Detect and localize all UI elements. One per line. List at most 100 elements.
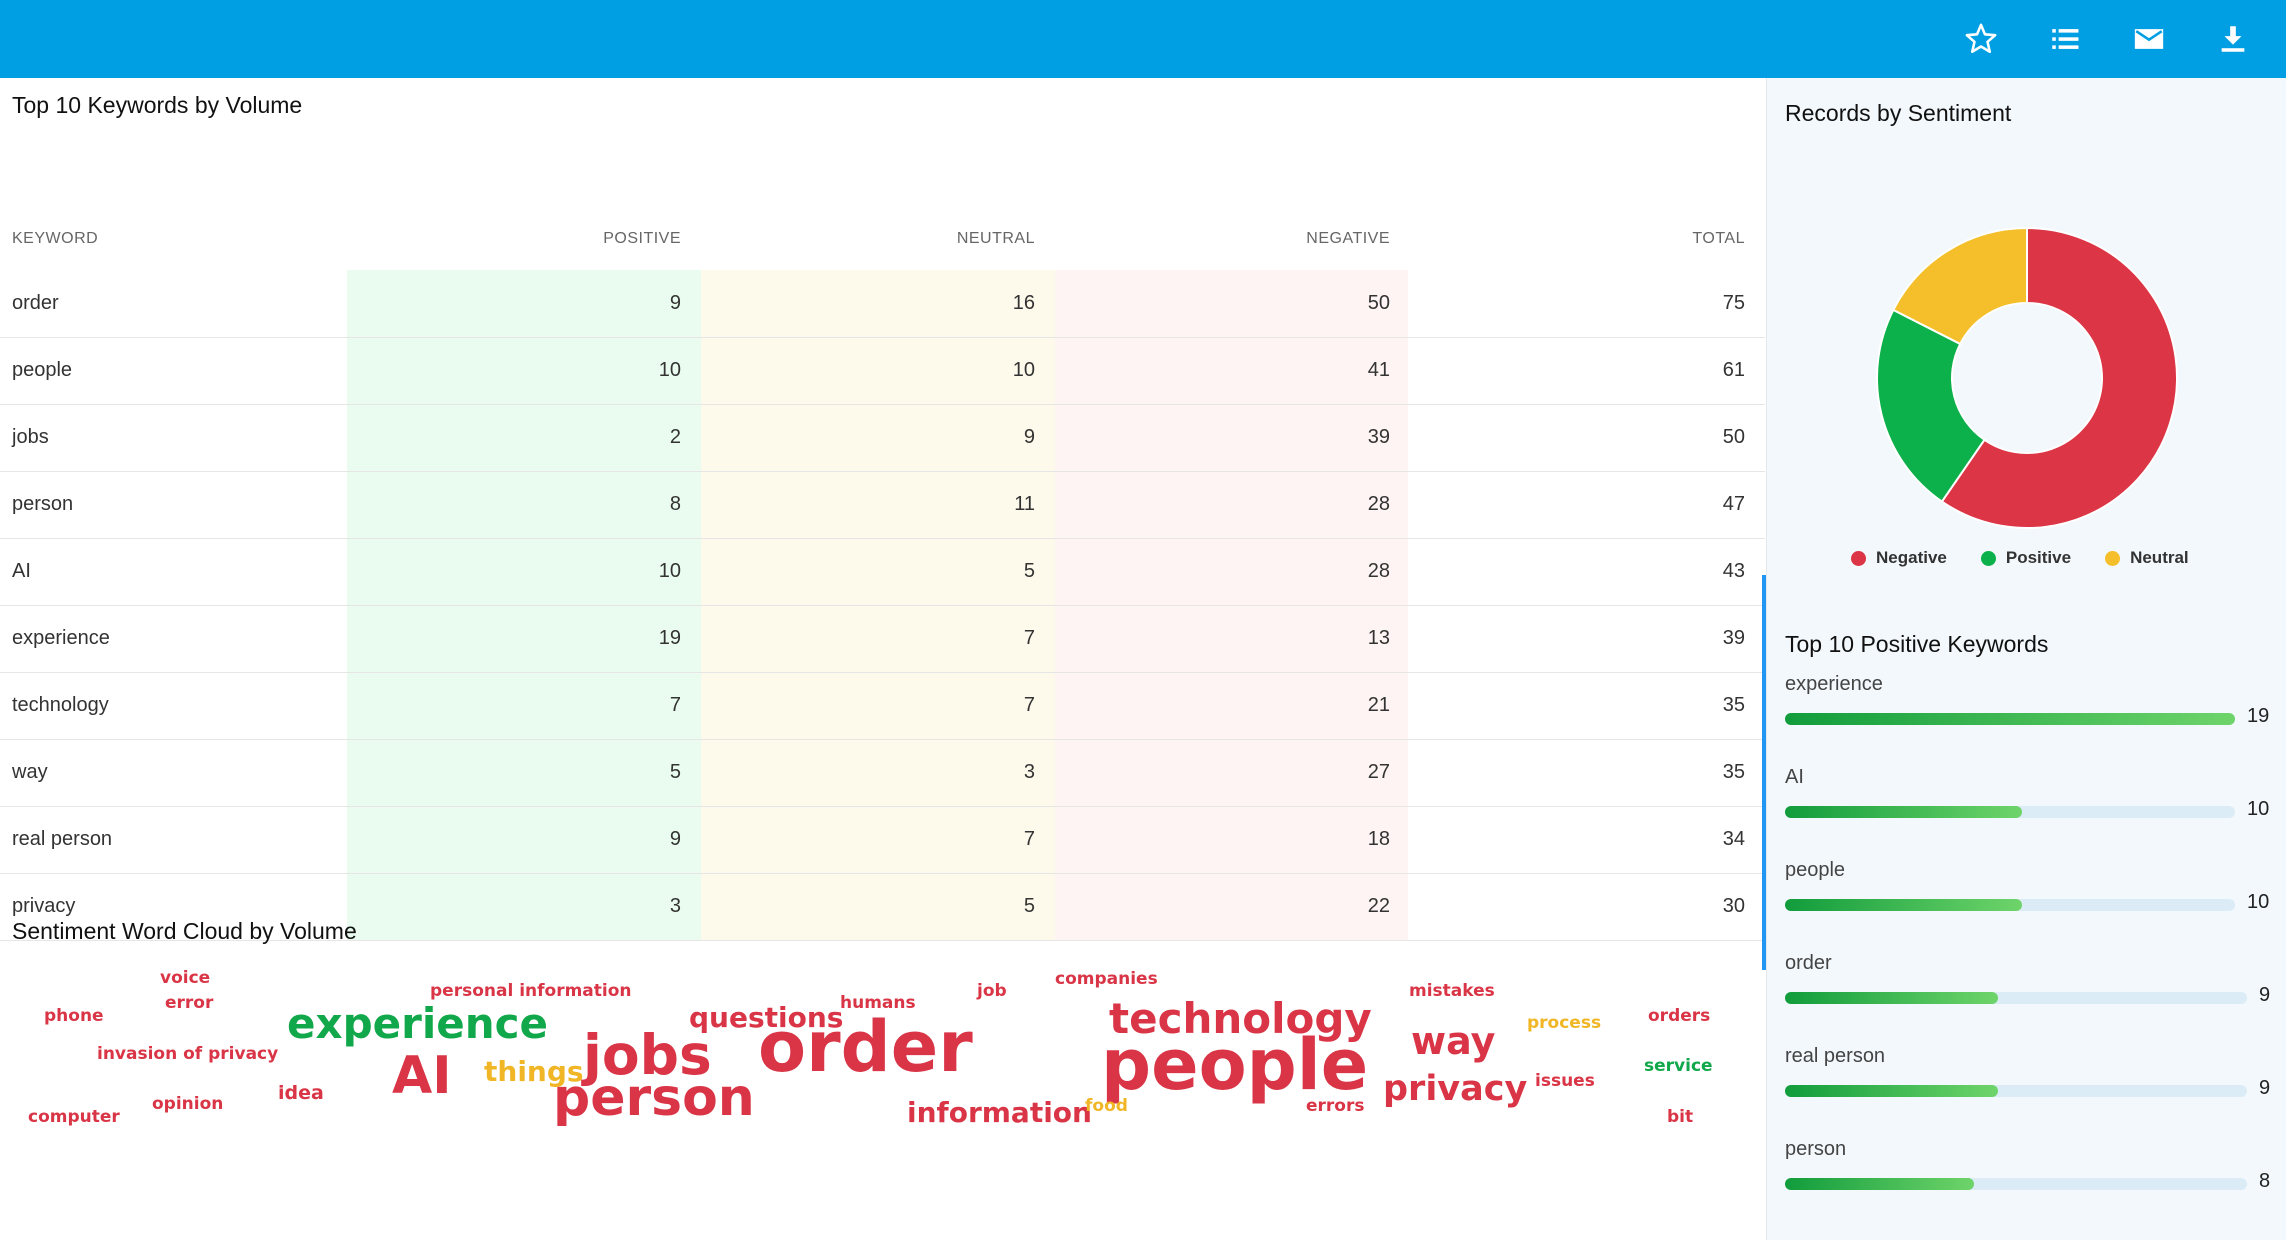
word-cloud-word[interactable]: errors [1306, 1096, 1365, 1116]
star-icon [1965, 23, 1997, 54]
header-positive[interactable]: POSITIVE [603, 230, 681, 247]
cell-keyword: person [0, 471, 347, 539]
word-cloud-word[interactable]: invasion of privacy [97, 1044, 279, 1064]
cell-total: 47 [1408, 471, 1765, 539]
table-row[interactable]: real person 9 7 18 34 [0, 806, 1765, 874]
word-cloud-word[interactable]: things [484, 1055, 584, 1088]
header-negative[interactable]: NEGATIVE [1306, 230, 1390, 247]
cell-keyword: technology [0, 672, 347, 740]
cell-negative: 28 [1055, 538, 1408, 606]
positive-keyword-value: 9 [2259, 1077, 2271, 1099]
word-cloud-word[interactable]: questions [689, 1001, 844, 1034]
word-cloud-word[interactable]: technology [1109, 994, 1372, 1043]
positive-keyword-bar [1785, 806, 2022, 818]
word-cloud-word[interactable]: issues [1535, 1071, 1595, 1091]
header-keyword[interactable]: KEYWORD [12, 230, 99, 247]
table-row[interactable]: technology 7 7 21 35 [0, 672, 1765, 740]
favorite-button[interactable] [1958, 16, 2004, 62]
table-header-row: KEYWORD POSITIVE NEUTRAL NEGATIVE TOTAL [0, 208, 1765, 270]
download-button[interactable] [2210, 16, 2256, 62]
word-cloud-word[interactable]: humans [840, 993, 916, 1013]
cell-neutral: 11 [701, 471, 1055, 539]
word-cloud-word[interactable]: error [165, 993, 214, 1013]
cell-neutral: 5 [701, 538, 1055, 606]
table-row[interactable]: privacy 3 5 22 30 [0, 873, 1765, 941]
word-cloud-word[interactable]: process [1527, 1013, 1602, 1033]
word-cloud-word[interactable]: orders [1648, 1006, 1711, 1026]
cell-keyword: real person [0, 806, 347, 874]
positive-keywords-bars: experience 19 AI 10 people 10 order 9 real perso… [1785, 673, 2275, 1231]
cell-total: 35 [1408, 672, 1765, 740]
table-row[interactable]: jobs 2 9 39 50 [0, 404, 1765, 472]
cell-total: 43 [1408, 538, 1765, 606]
word-cloud-word[interactable]: food [1085, 1096, 1128, 1116]
legend-dot [1851, 550, 1866, 566]
cell-total: 39 [1408, 605, 1765, 673]
cell-positive: 3 [347, 873, 701, 941]
keywords-table-title: Top 10 Keywords by Volume [12, 92, 303, 118]
positive-keyword-item[interactable]: real person 9 [1785, 1045, 2275, 1138]
cell-keyword: way [0, 739, 347, 807]
cell-keyword: privacy [0, 873, 347, 941]
word-cloud-word[interactable]: opinion [152, 1094, 224, 1114]
table-row[interactable]: AI 10 5 28 43 [0, 538, 1765, 606]
positive-keyword-track [1785, 1085, 2247, 1097]
donut-slice-positive[interactable] [1876, 308, 1986, 503]
table-row[interactable]: order 9 16 50 75 [0, 270, 1765, 338]
word-cloud-word[interactable]: job [977, 981, 1007, 1001]
table-row[interactable]: experience 19 7 13 39 [0, 605, 1765, 673]
positive-keywords-title: Top 10 Positive Keywords [1785, 631, 2049, 657]
word-cloud-word[interactable]: computer [28, 1107, 120, 1127]
positive-keyword-item[interactable]: people 10 [1785, 859, 2275, 952]
header-neutral[interactable]: NEUTRAL [956, 230, 1035, 247]
word-cloud-word[interactable]: person [553, 1068, 755, 1128]
positive-keyword-item[interactable]: AI 10 [1785, 766, 2275, 859]
table-row[interactable]: way 5 3 27 35 [0, 739, 1765, 807]
positive-keyword-track [1785, 806, 2235, 818]
word-cloud-word[interactable]: mistakes [1409, 981, 1495, 1001]
word-cloud-word[interactable]: service [1644, 1056, 1713, 1076]
word-cloud-word[interactable]: privacy [1383, 1069, 1528, 1109]
positive-keyword-item[interactable]: person 8 [1785, 1138, 2275, 1231]
legend-item-negative[interactable]: Negative [1851, 548, 1947, 568]
email-button[interactable] [2126, 16, 2172, 62]
word-cloud-word[interactable]: AI [392, 1046, 452, 1106]
toolbar-icons [1958, 16, 2256, 62]
legend-label: Neutral [2130, 548, 2189, 567]
word-cloud-word[interactable]: way [1411, 1019, 1496, 1063]
legend-item-positive[interactable]: Positive [1980, 548, 2071, 568]
donut-slice-negative[interactable] [1940, 226, 2178, 529]
sidebar: Records by Sentiment Negative Positive Neu… [1766, 78, 2286, 1240]
word-cloud-word[interactable]: order [758, 1006, 973, 1088]
scrollbar[interactable] [1762, 575, 1766, 970]
word-cloud-word[interactable]: information [907, 1096, 1092, 1129]
word-cloud-word[interactable]: jobs [583, 1023, 712, 1087]
table-row[interactable]: person 8 11 28 47 [0, 471, 1765, 539]
word-cloud-word[interactable]: experience [287, 999, 549, 1048]
table-row[interactable]: people 10 10 41 61 [0, 337, 1765, 405]
cell-positive: 10 [347, 337, 701, 405]
word-cloud-word[interactable]: bit [1667, 1107, 1694, 1127]
cell-negative: 18 [1055, 806, 1408, 874]
cell-negative: 13 [1055, 605, 1408, 673]
cell-negative: 39 [1055, 404, 1408, 472]
positive-keyword-item[interactable]: order 9 [1785, 952, 2275, 1045]
list-view-button[interactable] [2042, 16, 2088, 62]
positive-keyword-track [1785, 899, 2235, 911]
word-cloud-word[interactable]: idea [278, 1082, 324, 1104]
word-cloud-word[interactable]: personal information [430, 981, 632, 1001]
legend-dot [1980, 550, 1996, 566]
word-cloud-word[interactable]: phone [44, 1006, 104, 1026]
legend-item-neutral[interactable]: Neutral [2105, 548, 2189, 568]
cell-neutral: 10 [701, 337, 1055, 405]
positive-keyword-track [1785, 1178, 2247, 1190]
legend-dot [2105, 550, 2121, 566]
word-cloud-word[interactable]: voice [160, 968, 211, 988]
header-total[interactable]: TOTAL [1692, 230, 1745, 247]
positive-keyword-item[interactable]: experience 19 [1785, 673, 2275, 766]
word-cloud-word[interactable]: companies [1055, 969, 1158, 989]
word-cloud-word[interactable]: people [1101, 1024, 1369, 1106]
sentiment-legend: Negative Positive Neutral [1851, 548, 2189, 568]
donut-slice-neutral[interactable] [1892, 226, 2028, 346]
cell-negative: 21 [1055, 672, 1408, 740]
